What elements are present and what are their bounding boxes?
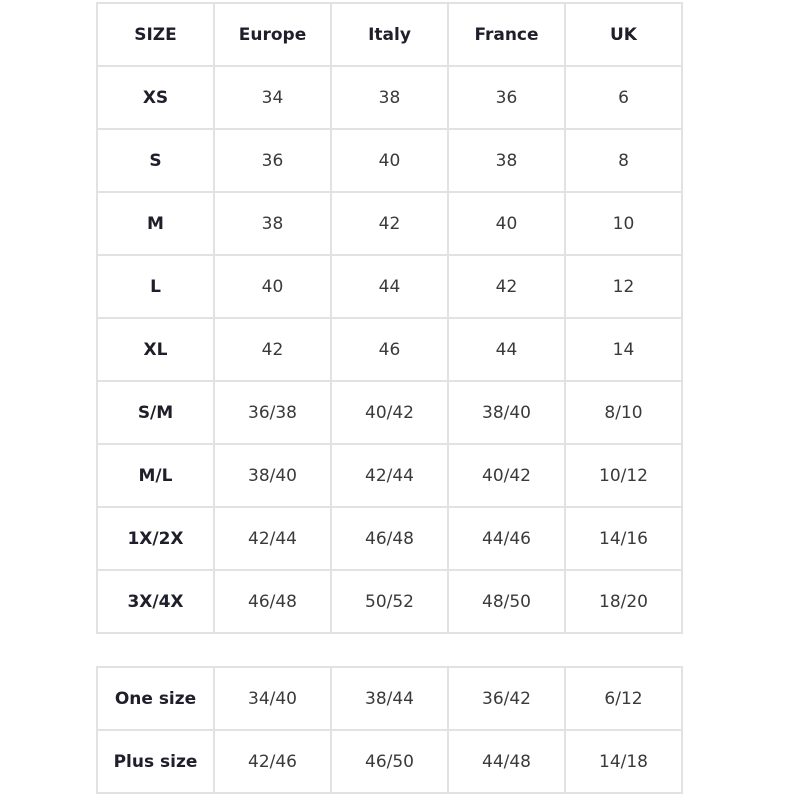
column-header: Europe: [213, 2, 332, 67]
table-cell: 38: [213, 191, 332, 256]
table-cell: 40: [447, 191, 566, 256]
table-cell: 10: [564, 191, 683, 256]
table-cell: 44/48: [447, 729, 566, 794]
size-label-cell: S: [96, 128, 215, 193]
size-label-cell: Plus size: [96, 729, 215, 794]
table-cell: 12: [564, 254, 683, 319]
table-cell: 6/12: [564, 666, 683, 731]
table-cell: 42: [213, 317, 332, 382]
table-cell: 40: [213, 254, 332, 319]
table-cell: 14: [564, 317, 683, 382]
table-cell: 14/16: [564, 506, 683, 571]
table-cell: 46: [330, 317, 449, 382]
table-row: 3X/4X 46/48 50/52 48/50 18/20: [96, 569, 683, 634]
table-cell: 36/38: [213, 380, 332, 445]
header-row: SIZE Europe Italy France UK: [96, 2, 683, 67]
column-header: France: [447, 2, 566, 67]
one-plus-size-table: One size 34/40 38/44 36/42 6/12 Plus size 42/4…: [96, 666, 683, 794]
table-cell: 38/44: [330, 666, 449, 731]
size-chart-table: SIZE Europe Italy France UK XS 34 38 36 6 S 36 40 38 8…: [96, 2, 683, 634]
size-label-cell: One size: [96, 666, 215, 731]
column-header: SIZE: [96, 2, 215, 67]
column-header: UK: [564, 2, 683, 67]
size-label-cell: S/M: [96, 380, 215, 445]
table-row: L 40 44 42 12: [96, 254, 683, 319]
table-cell: 42/44: [213, 506, 332, 571]
table-row: 1X/2X 42/44 46/48 44/46 14/16: [96, 506, 683, 571]
table-cell: 38/40: [447, 380, 566, 445]
table-cell: 10/12: [564, 443, 683, 508]
size-label-cell: XS: [96, 65, 215, 130]
table-cell: 44: [447, 317, 566, 382]
table-cell: 8: [564, 128, 683, 193]
table-row: XL 42 46 44 14: [96, 317, 683, 382]
table-cell: 42: [447, 254, 566, 319]
table-cell: 40: [330, 128, 449, 193]
size-label-cell: M/L: [96, 443, 215, 508]
size-label-cell: M: [96, 191, 215, 256]
table-cell: 14/18: [564, 729, 683, 794]
table-cell: 36: [213, 128, 332, 193]
table-cell: 34/40: [213, 666, 332, 731]
size-label-cell: XL: [96, 317, 215, 382]
table-row: M/L 38/40 42/44 40/42 10/12: [96, 443, 683, 508]
table-cell: 38: [330, 65, 449, 130]
table-cell: 42/44: [330, 443, 449, 508]
table-cell: 36/42: [447, 666, 566, 731]
table-cell: 46/48: [213, 569, 332, 634]
table-row: Plus size 42/46 46/50 44/48 14/18: [96, 729, 683, 794]
table-cell: 44/46: [447, 506, 566, 571]
table-row: S/M 36/38 40/42 38/40 8/10: [96, 380, 683, 445]
table-row: One size 34/40 38/44 36/42 6/12: [96, 666, 683, 731]
table-cell: 44: [330, 254, 449, 319]
table-cell: 8/10: [564, 380, 683, 445]
table-cell: 46/48: [330, 506, 449, 571]
column-header: Italy: [330, 2, 449, 67]
table-cell: 18/20: [564, 569, 683, 634]
table-cell: 6: [564, 65, 683, 130]
table-row: XS 34 38 36 6: [96, 65, 683, 130]
table-cell: 38: [447, 128, 566, 193]
table-row: M 38 42 40 10: [96, 191, 683, 256]
table-cell: 34: [213, 65, 332, 130]
table-cell: 42: [330, 191, 449, 256]
size-label-cell: L: [96, 254, 215, 319]
table-cell: 46/50: [330, 729, 449, 794]
table-row: S 36 40 38 8: [96, 128, 683, 193]
table-cell: 36: [447, 65, 566, 130]
table-cell: 40/42: [330, 380, 449, 445]
table-cell: 38/40: [213, 443, 332, 508]
table-cell: 48/50: [447, 569, 566, 634]
table-cell: 50/52: [330, 569, 449, 634]
size-label-cell: 3X/4X: [96, 569, 215, 634]
size-label-cell: 1X/2X: [96, 506, 215, 571]
table-cell: 40/42: [447, 443, 566, 508]
table-cell: 42/46: [213, 729, 332, 794]
